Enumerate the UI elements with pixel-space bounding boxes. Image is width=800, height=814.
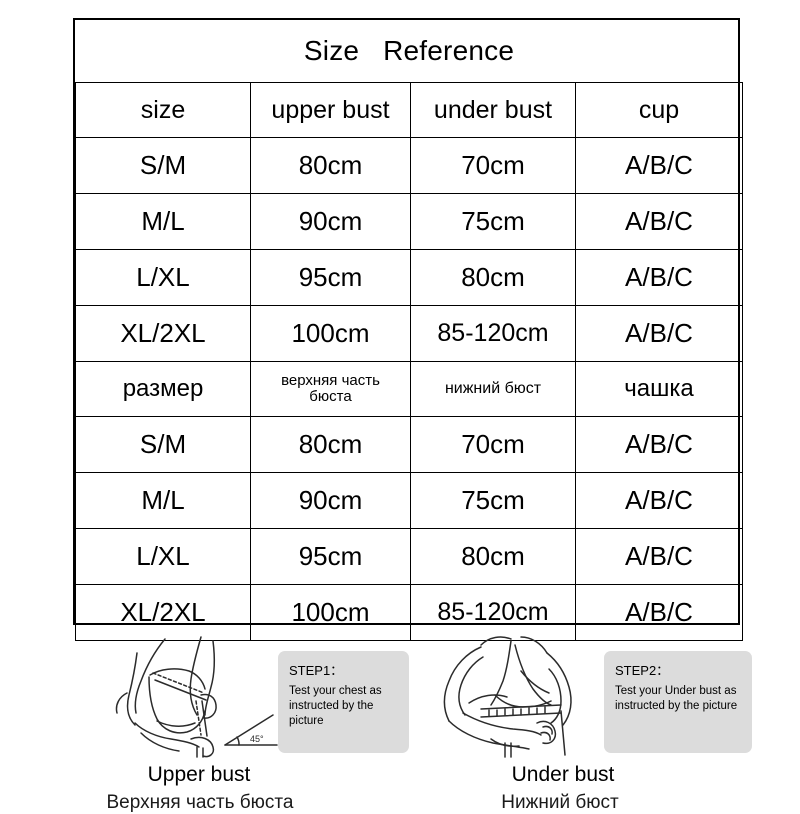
table-row: XL/2XL 100cm 85-120cm A/B/C xyxy=(75,305,744,362)
cell-cup: A/B/C xyxy=(574,472,744,529)
cell-size: M/L xyxy=(75,193,251,250)
header-cell-under-bust-ru: нижний бюст xyxy=(410,361,576,417)
table-row: L/XL 95cm 80cm A/B/C xyxy=(75,528,744,585)
header-label-under-bust: under bust xyxy=(433,95,553,124)
under-bust-caption-ru: Нижний бюст xyxy=(501,792,619,813)
under-bust-caption: Under bust xyxy=(511,763,615,786)
cell-upper-bust: 100cm xyxy=(250,584,411,641)
cell-under-bust: 80cm xyxy=(410,249,576,306)
table-header-row-ru: размер верхняя часть бюста нижний бюст ч… xyxy=(75,361,744,417)
cell-under-bust: 75cm xyxy=(410,472,576,529)
upper-bust-figure-icon: 45° xyxy=(115,636,278,758)
step1-body: Test your chest as instructed by the pic… xyxy=(289,685,382,728)
measurement-illustrations: 45° xyxy=(0,630,800,800)
header-cell-under-bust: under bust xyxy=(410,82,576,138)
angle-label: 45° xyxy=(250,734,264,744)
cell-cup: A/B/C xyxy=(574,305,744,362)
upper-bust-caption: Upper bust xyxy=(147,763,251,786)
cell-under-bust: 70cm xyxy=(410,137,576,194)
cell-under-bust: 85-120cm xyxy=(410,584,576,641)
cell-cup: A/B/C xyxy=(574,584,744,641)
header-cell-size-ru: размер xyxy=(75,361,251,417)
header-cell-upper-bust: upper bust xyxy=(250,82,411,138)
header-cell-upper-bust-ru: верхняя часть бюста xyxy=(250,361,411,417)
header-label-cup-ru: чашка xyxy=(624,375,694,402)
cell-upper-bust: 95cm xyxy=(250,528,411,585)
cell-size: M/L xyxy=(75,472,251,529)
step1-callout: STEP1： Test your chest as instructed by … xyxy=(278,651,409,753)
table-row: L/XL 95cm 80cm A/B/C xyxy=(75,249,744,306)
cell-cup: A/B/C xyxy=(574,137,744,194)
header-label-size-ru: размер xyxy=(122,375,204,402)
header-cell-cup-ru: чашка xyxy=(574,361,744,417)
cell-size: L/XL xyxy=(75,249,251,306)
table-title-cell: Size Reference xyxy=(75,20,743,83)
upper-bust-illustration: 45° xyxy=(105,635,285,758)
table-header-row-en: size upper bust under bust cup xyxy=(75,82,744,138)
cell-under-bust: 75cm xyxy=(410,193,576,250)
cell-upper-bust: 95cm xyxy=(250,249,411,306)
header-label-upper-bust-ru-line1: верхняя часть xyxy=(281,372,380,390)
step1-title: STEP1： xyxy=(289,663,344,678)
header-label-cup: cup xyxy=(638,95,680,124)
step2-title: STEP2： xyxy=(615,663,670,678)
cell-upper-bust: 90cm xyxy=(250,472,411,529)
step2-body: Test your Under bust as instructed by th… xyxy=(615,685,738,713)
header-label-upper-bust-ru: верхняя часть бюста xyxy=(251,373,410,405)
table-row: M/L 90cm 75cm A/B/C xyxy=(75,472,744,529)
cell-upper-bust: 80cm xyxy=(250,416,411,473)
upper-bust-caption-ru: Верхняя часть бюста xyxy=(106,792,294,813)
cell-cup: A/B/C xyxy=(574,416,744,473)
cell-cup: A/B/C xyxy=(574,193,744,250)
table-row: S/M 80cm 70cm A/B/C xyxy=(75,137,744,194)
angle-marker-icon xyxy=(224,714,278,746)
size-reference-table-container: Size Reference size upper bust under bus… xyxy=(73,18,744,641)
size-reference-table: Size Reference size upper bust under bus… xyxy=(75,20,744,641)
table-row: XL/2XL 100cm 85-120cm A/B/C xyxy=(75,584,744,641)
header-label-under-bust-ru: нижний бюст xyxy=(444,380,542,397)
step2-callout: STEP2： Test your Under bust as instructe… xyxy=(604,651,752,753)
header-label-size: size xyxy=(140,95,186,124)
cell-upper-bust: 80cm xyxy=(250,137,411,194)
under-bust-figure-icon xyxy=(443,636,572,758)
cell-cup: A/B/C xyxy=(574,528,744,585)
table-title-row: Size Reference xyxy=(75,20,743,83)
cell-size: S/M xyxy=(75,137,251,194)
cell-size: XL/2XL xyxy=(75,305,251,362)
cell-upper-bust: 100cm xyxy=(250,305,411,362)
cell-cup: A/B/C xyxy=(574,249,744,306)
cell-under-bust: 70cm xyxy=(410,416,576,473)
cell-under-bust: 85-120cm xyxy=(410,305,576,362)
cell-size: S/M xyxy=(75,416,251,473)
under-bust-illustration xyxy=(425,635,605,758)
table-row: M/L 90cm 75cm A/B/C xyxy=(75,193,744,250)
table-row: S/M 80cm 70cm A/B/C xyxy=(75,416,744,473)
page-title: Size Reference xyxy=(303,35,515,66)
cell-size: L/XL xyxy=(75,528,251,585)
header-label-upper-bust-ru-line2: бюста xyxy=(309,388,352,405)
header-cell-cup: cup xyxy=(574,82,744,138)
header-cell-size: size xyxy=(75,82,251,138)
cell-upper-bust: 90cm xyxy=(250,193,411,250)
cell-size: XL/2XL xyxy=(75,584,251,641)
header-label-upper-bust: upper bust xyxy=(271,95,390,124)
cell-under-bust: 80cm xyxy=(410,528,576,585)
